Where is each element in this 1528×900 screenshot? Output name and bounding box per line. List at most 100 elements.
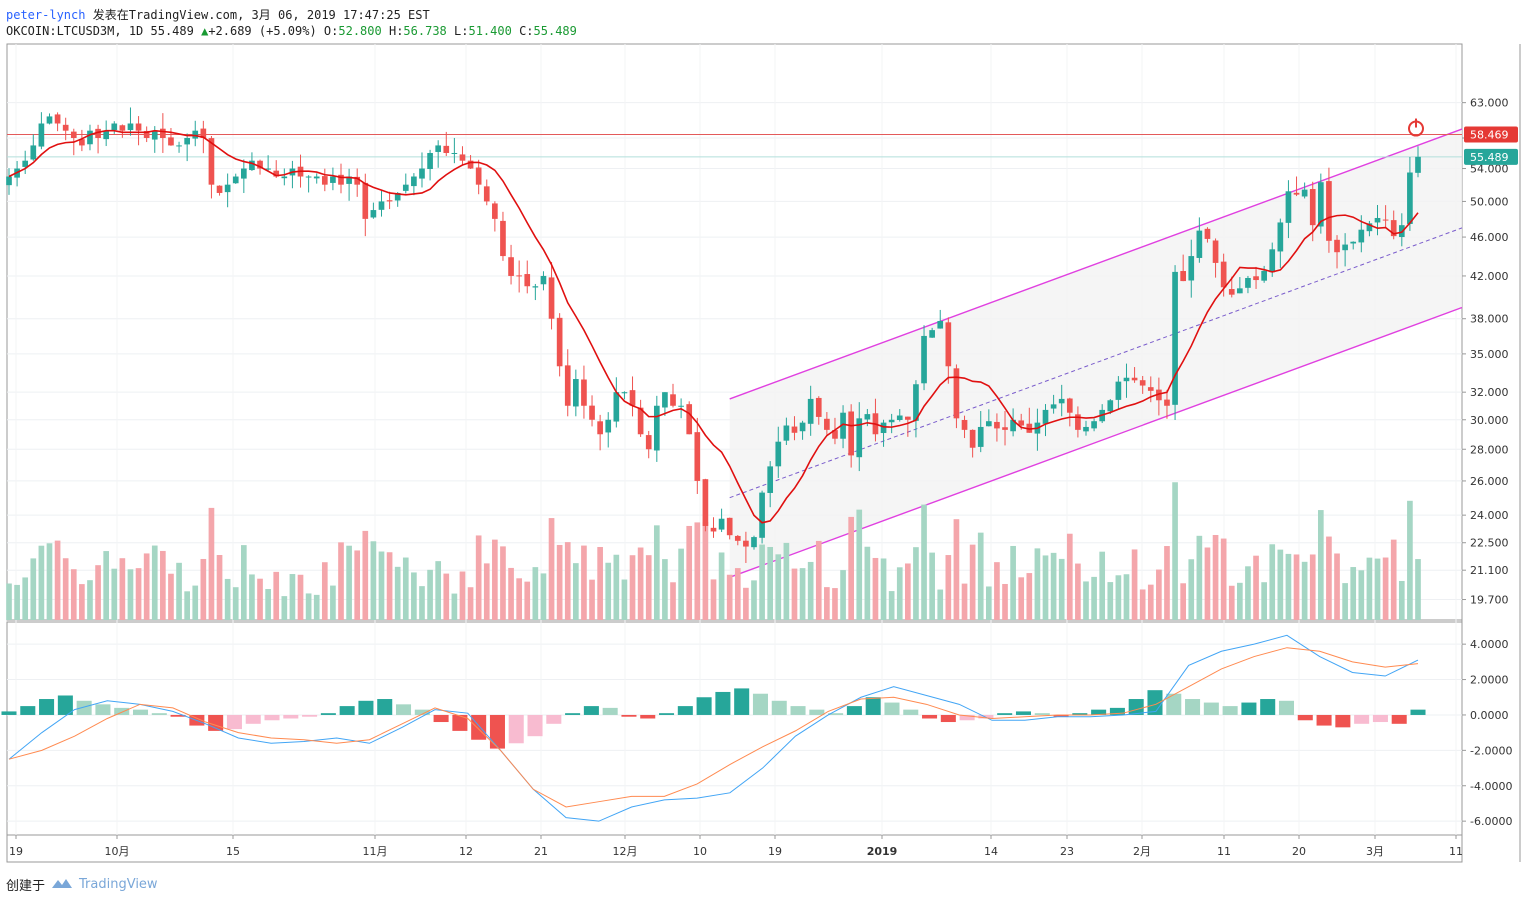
price-label: 35.000 <box>1470 348 1509 361</box>
volume-bar <box>629 555 636 620</box>
candle-body <box>143 130 150 138</box>
candle-body <box>265 168 271 170</box>
candle-body <box>1285 191 1292 223</box>
macd-histogram-bar <box>57 695 73 715</box>
candle-body <box>880 422 887 434</box>
volume-bar <box>1010 545 1016 620</box>
volume-bar <box>346 545 352 620</box>
macd-histogram-bar <box>922 714 938 719</box>
candle <box>338 163 344 194</box>
tradingview-logo-icon[interactable] <box>51 877 73 893</box>
volume-bar <box>508 567 514 620</box>
candle <box>305 175 312 193</box>
volume-bar <box>1366 557 1373 620</box>
volume-bar <box>524 581 531 620</box>
macd-histogram-bar <box>283 714 299 719</box>
volume-bar <box>135 568 142 620</box>
volume-bar <box>321 562 328 620</box>
price-label: 30.000 <box>1470 414 1509 427</box>
volume-bar <box>1342 583 1348 620</box>
macd-histogram-bar <box>527 714 543 737</box>
macd-axis[interactable]: 4.0000 2.0000 0.0000 -2.0000 -4.0000 -6.0000 <box>1462 638 1512 828</box>
candle-body <box>597 421 603 435</box>
change-value: +2.689 (+5.09%) <box>208 24 317 38</box>
volume-bar <box>1309 554 1316 620</box>
candle-body <box>516 275 522 277</box>
candle-body <box>224 184 231 193</box>
volume-bar <box>184 591 190 620</box>
price-label: 46.000 <box>1470 231 1509 244</box>
volume-bar <box>734 568 741 620</box>
candle <box>1293 176 1300 197</box>
candle <box>848 404 854 468</box>
price-label: 28.000 <box>1470 443 1509 456</box>
candle-body <box>1374 217 1381 223</box>
price-axis[interactable]: 63.00058.00054.00050.00046.00042.00038.0… <box>1462 97 1509 607</box>
macd-histogram-bar <box>1335 714 1351 728</box>
candle-body <box>581 379 587 406</box>
candle <box>767 461 774 508</box>
macd-line <box>8 634 1419 822</box>
macd-histogram-bar <box>1391 714 1407 724</box>
macd-histogram-bar <box>602 707 618 715</box>
candle <box>508 244 514 285</box>
volume-bar <box>710 579 717 620</box>
volume-bar <box>1018 577 1025 620</box>
candle <box>905 416 911 437</box>
candle-body <box>524 274 531 287</box>
macd-histogram-bar <box>546 714 562 724</box>
symbol-info: OKCOIN:LTCUSD3M, 1D 55.489 <box>6 24 194 38</box>
macd-histogram-bar <box>1034 713 1050 715</box>
candle-body <box>1131 377 1138 381</box>
volume-bar <box>394 566 401 620</box>
candle-body <box>783 425 790 441</box>
candle-body <box>402 184 409 191</box>
volume-bar <box>1066 533 1073 620</box>
last-price-tag: 55.489 <box>1464 148 1518 165</box>
volume-bar <box>1358 570 1365 620</box>
author-link[interactable]: peter-lynch <box>6 8 86 22</box>
candle <box>710 517 717 538</box>
volume-bar <box>54 540 61 620</box>
time-axis[interactable]: 19 10月 15 11月 12 21 12月 10 19 2019 14 23 2月 11 20 3月 11 <box>9 835 1463 858</box>
candle <box>1261 265 1267 283</box>
candle <box>985 409 992 427</box>
macd-histogram-bar <box>959 714 975 721</box>
candle-body <box>1147 387 1154 391</box>
candle-body <box>1390 220 1397 237</box>
volume-bar <box>864 546 871 620</box>
time-label: 10 <box>693 845 707 858</box>
candle-body <box>937 320 944 329</box>
macd-histogram-bar <box>828 713 844 715</box>
candle <box>751 535 757 550</box>
candle <box>427 149 433 181</box>
candle-body <box>653 405 660 451</box>
volume-bar <box>1212 534 1219 620</box>
candle <box>411 173 417 196</box>
candle <box>597 414 603 451</box>
time-label: 23 <box>1060 845 1074 858</box>
volume-bar <box>1002 583 1008 620</box>
candle <box>694 417 701 494</box>
macd-histogram-bar <box>677 706 693 715</box>
candle <box>265 155 271 172</box>
volume-bar <box>249 574 255 620</box>
volume-bar <box>208 507 215 620</box>
volume-bar <box>653 525 660 620</box>
volume-bar <box>880 558 887 620</box>
volume-bar <box>378 551 385 620</box>
macd-histogram-bar <box>1372 714 1388 723</box>
brand-name[interactable]: TradingView <box>79 877 158 892</box>
volume-bar <box>38 545 45 620</box>
candle-body <box>394 192 401 201</box>
volume-bar <box>775 554 782 620</box>
candle-body <box>168 137 174 146</box>
candle-body <box>1091 421 1097 429</box>
macd-label: -2.0000 <box>1470 744 1512 757</box>
candle-body <box>702 479 709 526</box>
candle-body <box>710 527 717 532</box>
candle <box>977 411 984 453</box>
candle <box>184 133 190 162</box>
candle <box>79 129 85 152</box>
